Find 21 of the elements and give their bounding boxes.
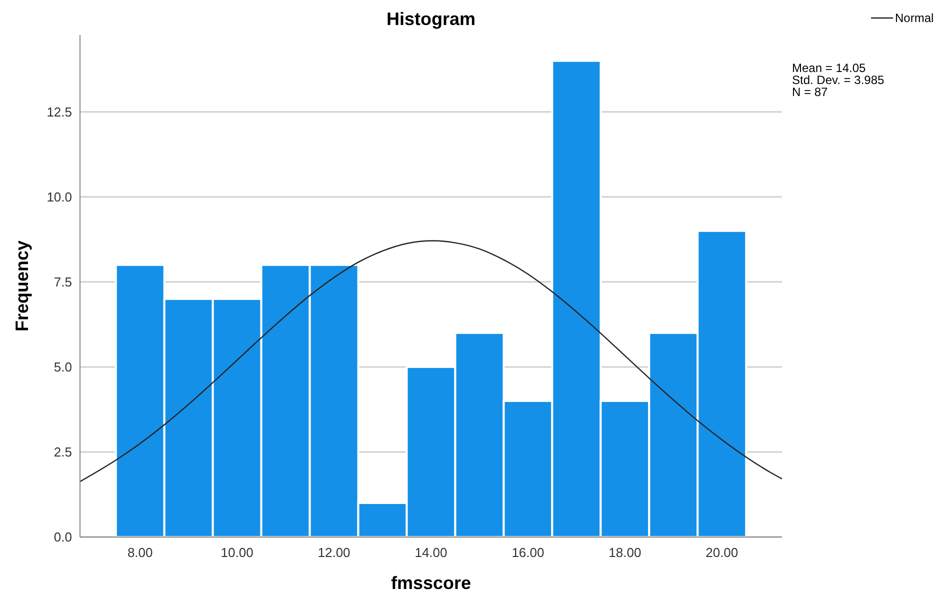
text: N = 87 — [792, 85, 828, 99]
y-tick-label: 12.5 — [46, 104, 72, 120]
x-tick-label: 8.00 — [127, 545, 153, 560]
text: Std. Dev. = 3.985 — [792, 73, 884, 87]
legend-label: Normal — [895, 11, 934, 26]
y-tick-label: 5.0 — [54, 359, 72, 374]
x-tick-label: 12.00 — [318, 545, 350, 560]
x-tick-label: 18.00 — [608, 545, 642, 560]
y-axis-title: Frequency — [12, 240, 32, 332]
y-tick-label: 10.0 — [46, 189, 72, 204]
y-tick-label: 7.5 — [54, 274, 72, 290]
text: Mean = 14.05 — [792, 61, 866, 75]
x-tick-label: 16.00 — [512, 545, 544, 560]
x-tick-label: 10.00 — [220, 545, 254, 560]
y-tick-label: 2.5 — [54, 444, 72, 460]
line-series — [80, 240, 782, 482]
chart-title: Histogram — [386, 9, 476, 29]
x-tick-label: 14.00 — [414, 545, 448, 560]
x-tick-label: 20.00 — [706, 545, 738, 560]
x-axis-title: fmsscore — [390, 573, 472, 593]
y-tick-label: 0.0 — [54, 530, 72, 545]
